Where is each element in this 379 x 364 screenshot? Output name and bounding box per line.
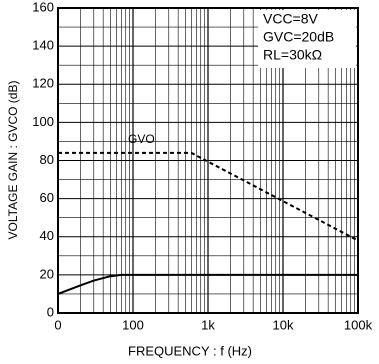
- x-tick-label: 10k: [273, 317, 294, 332]
- x-axis-label: FREQUENCY : f (Hz): [128, 343, 252, 358]
- series-line: [57, 273, 358, 295]
- y-tick-label: 20: [40, 266, 54, 281]
- annotation: VCC=8V: [263, 11, 319, 27]
- y-tick-label: 160: [32, 0, 54, 14]
- x-tick-label: 0: [54, 317, 61, 332]
- y-axis-label: VOLTAGE GAIN : GVCO (dB): [6, 81, 20, 240]
- annotation-box: [258, 10, 356, 68]
- annotation: GVC=20dB: [263, 29, 334, 45]
- y-tick-label: 120: [32, 76, 54, 91]
- y-tick-label: 140: [32, 38, 54, 53]
- x-tick-label: 100: [122, 317, 144, 332]
- x-tick-label: 1k: [201, 317, 215, 332]
- y-tick-label: 100: [32, 114, 54, 129]
- y-tick-label: 0: [47, 304, 54, 319]
- y-tick-label: 40: [40, 228, 54, 243]
- x-tick-label: 100k: [344, 317, 373, 332]
- y-tick-label: 80: [40, 152, 54, 167]
- y-tick-label: 60: [40, 190, 54, 205]
- series-label: GVO: [128, 132, 155, 146]
- annotation: RL=30kΩ: [263, 47, 322, 63]
- series-line: [58, 151, 359, 242]
- plot-frame: [57, 7, 359, 314]
